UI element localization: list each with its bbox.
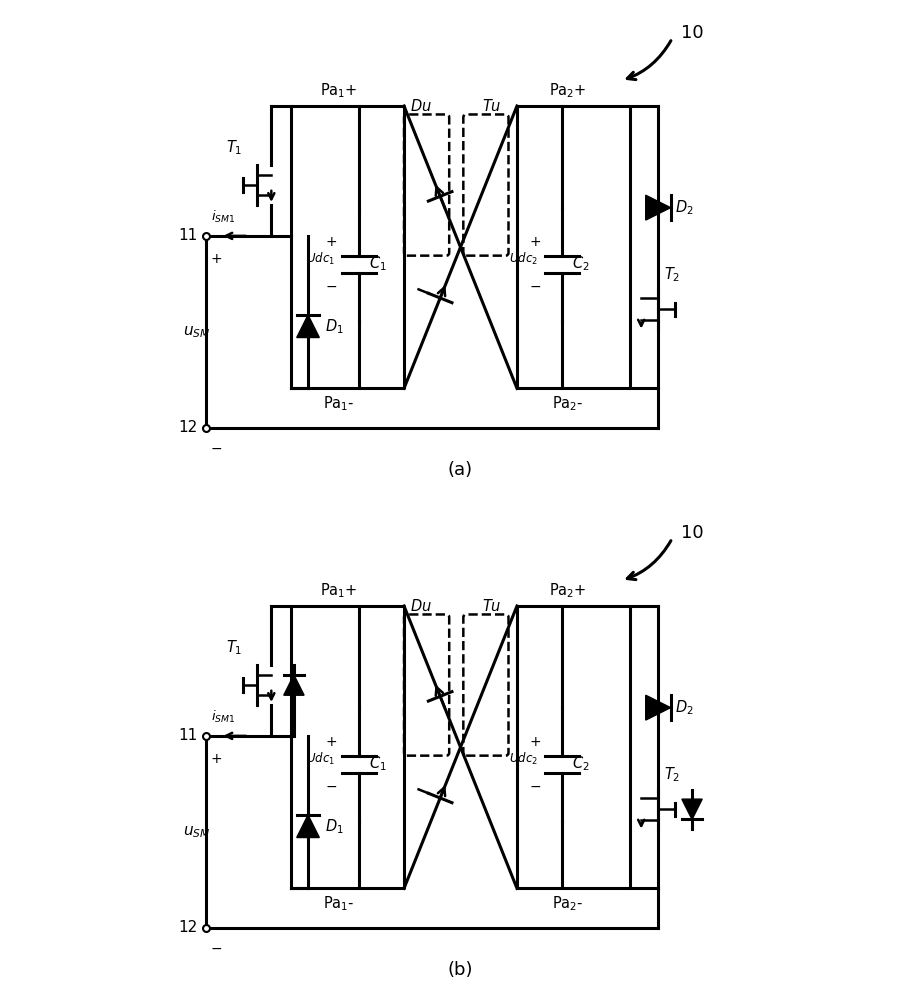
Polygon shape [297, 315, 320, 338]
Text: $i_{SM1}$: $i_{SM1}$ [211, 208, 236, 225]
Text: $Udc_1$: $Udc_1$ [306, 750, 335, 767]
Text: Pa$_1$+: Pa$_1$+ [321, 82, 358, 100]
Text: $u_{SM}$: $u_{SM}$ [182, 824, 210, 840]
Text: (b): (b) [448, 961, 473, 979]
Text: $Tu$: $Tu$ [482, 598, 502, 614]
Text: $T_2$: $T_2$ [664, 765, 680, 784]
Text: 11: 11 [179, 728, 198, 743]
Text: Pa$_1$+: Pa$_1$+ [321, 582, 358, 600]
Text: (a): (a) [448, 461, 473, 479]
Text: 12: 12 [179, 920, 198, 935]
Text: $D_1$: $D_1$ [325, 317, 344, 336]
Text: $D_2$: $D_2$ [675, 698, 694, 717]
Text: +: + [326, 735, 337, 749]
Text: 10: 10 [681, 524, 704, 542]
Text: 11: 11 [179, 228, 198, 243]
Text: +: + [529, 735, 541, 749]
Text: −: − [211, 442, 223, 456]
Text: 10: 10 [681, 24, 704, 42]
Text: Pa$_2$+: Pa$_2$+ [549, 82, 587, 100]
Text: $Du$: $Du$ [410, 598, 432, 614]
Text: $D_2$: $D_2$ [675, 198, 694, 217]
Polygon shape [284, 675, 304, 695]
Polygon shape [646, 195, 670, 220]
Text: Pa$_2$-: Pa$_2$- [552, 894, 584, 913]
Text: Pa$_2$+: Pa$_2$+ [549, 582, 587, 600]
Text: +: + [211, 252, 223, 266]
Text: −: − [211, 942, 223, 956]
Text: $Du$: $Du$ [410, 98, 432, 114]
Polygon shape [646, 695, 670, 720]
Text: $T_1$: $T_1$ [227, 638, 242, 657]
Polygon shape [297, 815, 320, 838]
Text: +: + [529, 235, 541, 249]
Text: $C_2$: $C_2$ [572, 755, 590, 773]
Text: $C_1$: $C_1$ [369, 755, 387, 773]
Text: −: − [529, 780, 541, 794]
Text: $Udc_2$: $Udc_2$ [509, 750, 539, 767]
Text: $u_{SM}$: $u_{SM}$ [182, 324, 210, 340]
Text: $D_1$: $D_1$ [325, 817, 344, 836]
Text: $Tu$: $Tu$ [482, 98, 502, 114]
Text: −: − [326, 280, 337, 294]
Text: $Udc_2$: $Udc_2$ [509, 250, 539, 267]
Text: −: − [326, 780, 337, 794]
Polygon shape [682, 799, 702, 819]
Text: $Udc_1$: $Udc_1$ [306, 250, 335, 267]
Text: +: + [326, 235, 337, 249]
Text: $T_1$: $T_1$ [227, 138, 242, 157]
Text: −: − [529, 280, 541, 294]
Text: $C_1$: $C_1$ [369, 255, 387, 273]
Text: Pa$_1$-: Pa$_1$- [323, 394, 355, 413]
Text: +: + [211, 752, 223, 766]
Text: $T_2$: $T_2$ [664, 265, 680, 284]
Text: 12: 12 [179, 420, 198, 435]
Text: $C_2$: $C_2$ [572, 255, 590, 273]
Text: Pa$_2$-: Pa$_2$- [552, 394, 584, 413]
Text: $i_{SM1}$: $i_{SM1}$ [211, 708, 236, 725]
Text: Pa$_1$-: Pa$_1$- [323, 894, 355, 913]
